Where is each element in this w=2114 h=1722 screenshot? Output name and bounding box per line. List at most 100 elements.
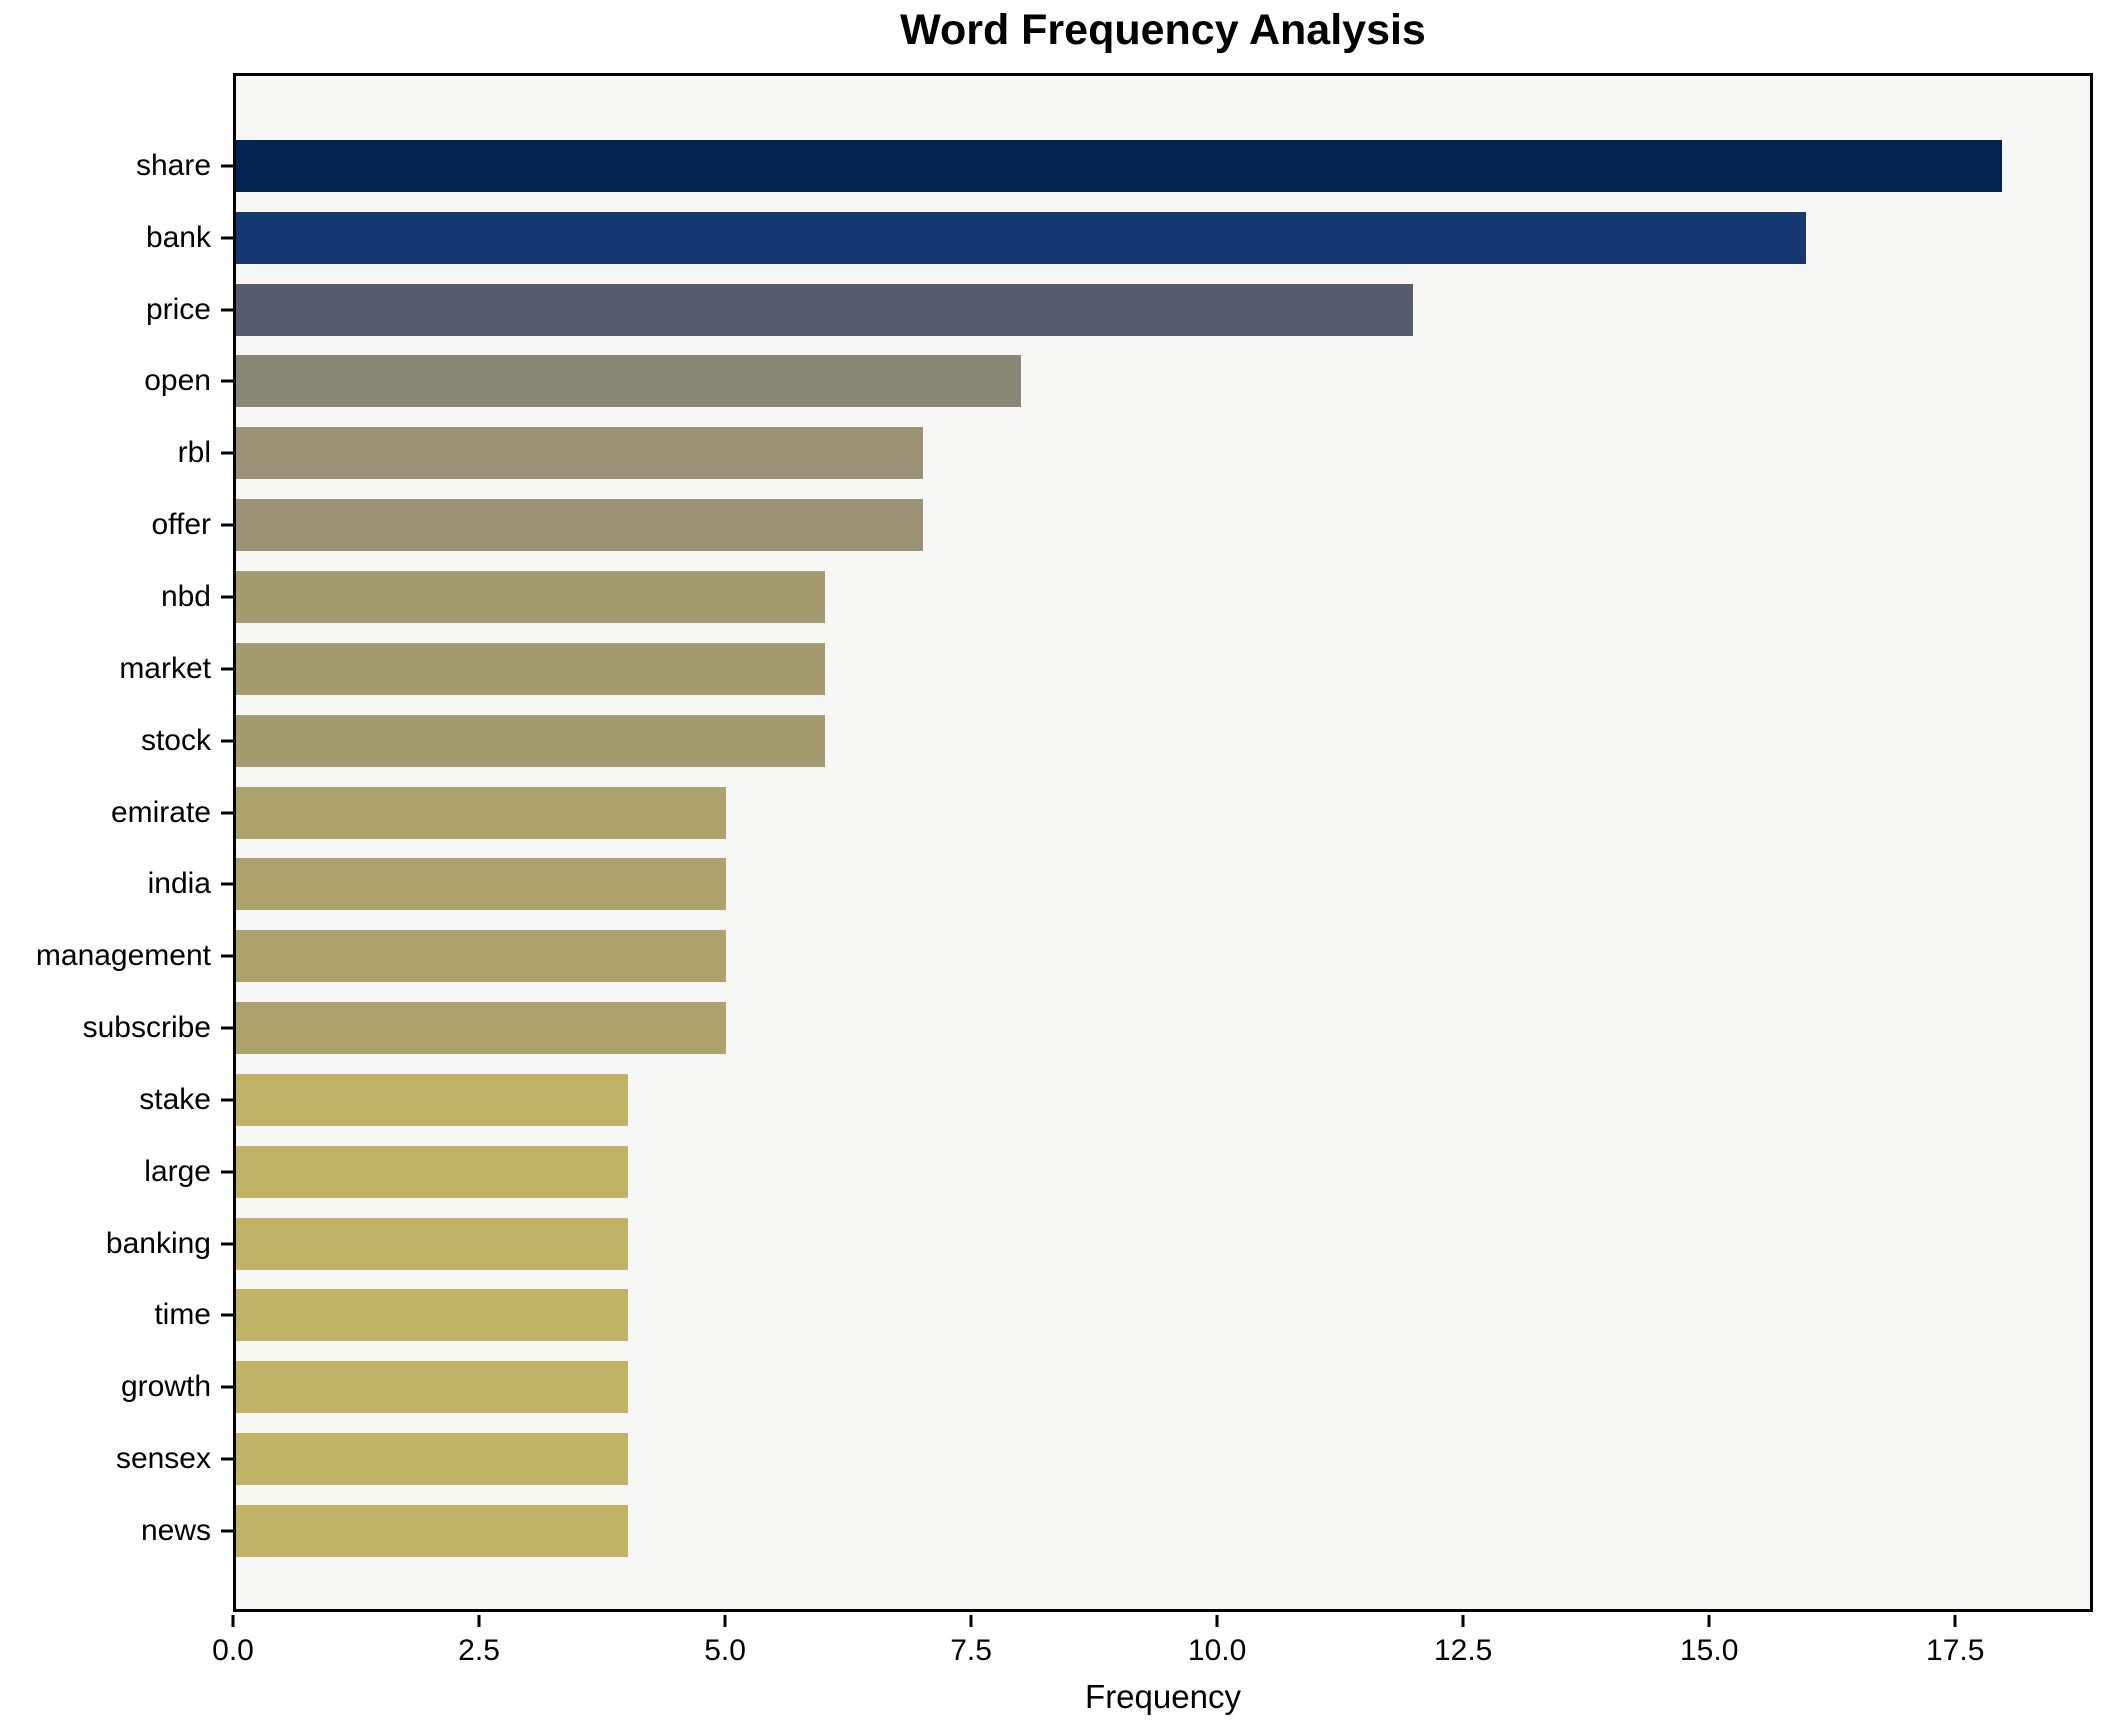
bar-sensex — [236, 1433, 629, 1486]
bar-row-india: india — [148, 848, 2090, 920]
bar-row-offer: offer — [152, 489, 2090, 561]
y-tick-mark — [221, 1385, 233, 1389]
bar-row-time: time — [154, 1280, 2090, 1352]
y-tick-label-price: price — [145, 292, 211, 326]
x-tick-mark — [723, 1615, 727, 1627]
bar-row-price: price — [146, 274, 2090, 346]
y-tick-mark — [221, 595, 233, 599]
plot-area: share bank price open rbl offer nbd market stock… — [36, 73, 2093, 1612]
x-axis-label: Frequency — [1085, 1678, 1241, 1715]
y-tick-mark — [221, 451, 233, 455]
y-tick-label-news: news — [140, 1513, 211, 1547]
x-tick-mark — [1215, 1615, 1219, 1627]
bar-market — [236, 642, 825, 695]
bar-row-rbl: rbl — [178, 417, 2090, 489]
y-tick-mark — [221, 1098, 233, 1102]
y-tick-label-rbl: rbl — [177, 436, 211, 470]
x-tick-mark — [1461, 1615, 1465, 1627]
bar-row-news: news — [141, 1495, 2090, 1567]
y-tick-mark — [221, 1457, 233, 1461]
y-tick-label-offer: offer — [151, 508, 212, 542]
y-tick-label-sensex: sensex — [115, 1442, 211, 1476]
bar-news — [236, 1504, 629, 1557]
bar-offer — [236, 499, 923, 552]
y-tick-mark — [221, 523, 233, 527]
bar-growth — [236, 1361, 629, 1414]
bar-india — [236, 858, 727, 911]
y-tick-label-market: market — [119, 651, 211, 685]
bar-emirate — [236, 786, 727, 839]
x-tick-label: 12.5 — [1433, 1634, 1493, 1667]
chart-title: Word Frequency Analysis — [900, 6, 1426, 54]
bar-row-open: open — [144, 346, 2090, 418]
y-tick-label-large: large — [144, 1154, 211, 1188]
y-tick-label-time: time — [154, 1298, 211, 1332]
bar-time — [236, 1289, 629, 1342]
y-tick-label-stake: stake — [139, 1082, 211, 1116]
bar-rbl — [236, 427, 923, 480]
x-tick-mark — [477, 1615, 481, 1627]
bar-open — [236, 355, 1021, 408]
y-tick-label-emirate: emirate — [110, 795, 211, 829]
bar-banking — [236, 1217, 629, 1270]
bar-row-subscribe: subscribe — [83, 992, 2090, 1064]
bar-row-banking: banking — [106, 1208, 2090, 1280]
x-tick-label: 17.5 — [1926, 1634, 1985, 1667]
bar-share — [236, 139, 2002, 192]
y-tick-label-banking: banking — [105, 1226, 211, 1260]
bar-row-emirate: emirate — [111, 777, 2090, 849]
bar-row-bank: bank — [146, 202, 2090, 274]
bar-row-sensex: sensex — [116, 1423, 2090, 1495]
bar-nbd — [236, 570, 825, 623]
bar-row-market: market — [119, 633, 2090, 705]
y-tick-label-management: management — [35, 939, 211, 973]
y-tick-label-bank: bank — [145, 220, 211, 254]
bar-row-stock: stock — [141, 705, 2090, 777]
x-tick-mark — [969, 1615, 973, 1627]
bar-row-large: large — [144, 1136, 2090, 1208]
bar-price — [236, 283, 1414, 336]
x-tick-label: 7.5 — [950, 1634, 992, 1667]
bar-stake — [236, 1073, 629, 1126]
x-tick-mark — [231, 1615, 235, 1627]
y-tick-mark — [221, 1170, 233, 1174]
y-tick-mark — [221, 739, 233, 743]
bar-management — [236, 930, 727, 983]
y-tick-mark — [221, 308, 233, 312]
y-tick-mark — [221, 811, 233, 815]
y-tick-label-nbd: nbd — [160, 579, 211, 613]
bar-large — [236, 1145, 629, 1198]
y-tick-mark — [221, 1026, 233, 1030]
y-tick-mark — [221, 164, 233, 168]
y-tick-mark — [221, 954, 233, 958]
x-tick-label: 2.5 — [458, 1634, 500, 1667]
y-tick-mark — [221, 1242, 233, 1246]
bar-row-growth: growth — [121, 1351, 2090, 1423]
x-axis: 0.0 2.5 5.0 7.5 10.0 12.5 15.0 17.5 — [212, 1612, 2093, 1692]
bar-bank — [236, 211, 1806, 264]
bars-area: share bank price open rbl offer nbd market stock… — [36, 76, 2090, 1609]
y-tick-mark — [221, 1529, 233, 1533]
y-tick-mark — [221, 1313, 233, 1317]
bar-row-share: share — [136, 130, 2090, 202]
x-tick-mark — [1707, 1615, 1711, 1627]
y-tick-mark — [221, 379, 233, 383]
y-tick-label-open: open — [144, 364, 211, 398]
bar-stock — [236, 714, 825, 767]
x-tick-mark — [1953, 1615, 1957, 1627]
bar-row-nbd: nbd — [161, 561, 2090, 633]
y-tick-label-india: india — [147, 867, 211, 901]
y-tick-mark — [221, 667, 233, 671]
y-tick-label-subscribe: subscribe — [82, 1011, 211, 1045]
y-tick-mark — [221, 882, 233, 886]
x-tick-label: 0.0 — [212, 1634, 254, 1667]
bar-row-stake: stake — [139, 1064, 2090, 1136]
y-tick-label-share: share — [135, 148, 211, 182]
x-tick-label: 5.0 — [704, 1634, 746, 1667]
x-tick-label: 15.0 — [1679, 1634, 1739, 1667]
x-tick-label: 10.0 — [1187, 1634, 1247, 1667]
bar-subscribe — [236, 1002, 727, 1055]
bar-row-management: management — [36, 920, 2090, 992]
y-tick-label-growth: growth — [120, 1370, 211, 1404]
